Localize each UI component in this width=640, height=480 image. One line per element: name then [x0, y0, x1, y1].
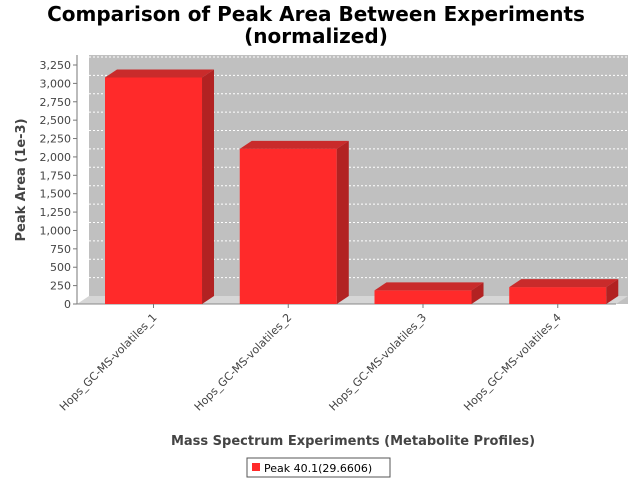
bar-front [239, 148, 337, 304]
y-tick-label: 2,500 [40, 114, 72, 127]
y-tick-label: 2,750 [40, 96, 72, 109]
x-tick-label: Hops_GC-MS-volatiles_2 [192, 311, 295, 414]
y-tick-label: 1,500 [40, 188, 72, 201]
y-tick-label: 1,000 [40, 224, 72, 237]
bar-front [509, 287, 607, 304]
y-tick-label: 3,000 [40, 77, 72, 90]
y-tick-label: 0 [64, 298, 71, 311]
bar [374, 282, 484, 304]
y-tick-label: 1,250 [40, 206, 72, 219]
bar-side [336, 140, 349, 304]
x-tick-label: Hops_GC-MS-volatiles_1 [57, 311, 160, 414]
bar-front [374, 290, 472, 304]
bar-top [105, 69, 215, 78]
bar-side [471, 282, 484, 304]
y-tick-label: 1,750 [40, 169, 72, 182]
bar [239, 140, 349, 304]
chart-subtitle: (normalized) [244, 24, 388, 48]
bar [509, 279, 619, 304]
bar-side [202, 69, 215, 304]
y-tick-label: 3,250 [40, 59, 72, 72]
plot-floor [77, 296, 628, 304]
y-tick-label: 2,000 [40, 151, 72, 164]
bar-top [239, 140, 349, 149]
bar-side [606, 279, 619, 304]
x-tick-label: Hops_GC-MS-volatiles_3 [327, 311, 430, 414]
x-axis-label: Mass Spectrum Experiments (Metabolite Pr… [171, 434, 535, 449]
y-tick-label: 250 [50, 280, 71, 293]
bar-top [509, 279, 619, 288]
bars [105, 69, 619, 304]
y-tick-label: 500 [50, 261, 71, 274]
y-axis-label: Peak Area (1e-3) [14, 118, 29, 241]
legend-swatch [252, 463, 260, 471]
legend-label: Peak 40.1(29.6606) [264, 462, 372, 475]
x-tick-label: Hops_GC-MS-volatiles_4 [461, 311, 564, 414]
y-tick-label: 2,250 [40, 133, 72, 146]
y-axis: 0 250 500 750 1,000 1,250 1,500 1,750 2,000 2,250… [40, 55, 78, 311]
bar [105, 69, 215, 304]
bar-top [374, 282, 484, 291]
y-tick-label: 750 [50, 243, 71, 256]
legend: Peak 40.1(29.6606) [246, 457, 391, 478]
chart-title: Comparison of Peak Area Between Experime… [47, 2, 585, 26]
x-axis: Hops_GC-MS-volatiles_1 Hops_GC-MS-volatil… [57, 304, 564, 413]
bar-front [105, 77, 203, 304]
legend-box [246, 457, 391, 478]
